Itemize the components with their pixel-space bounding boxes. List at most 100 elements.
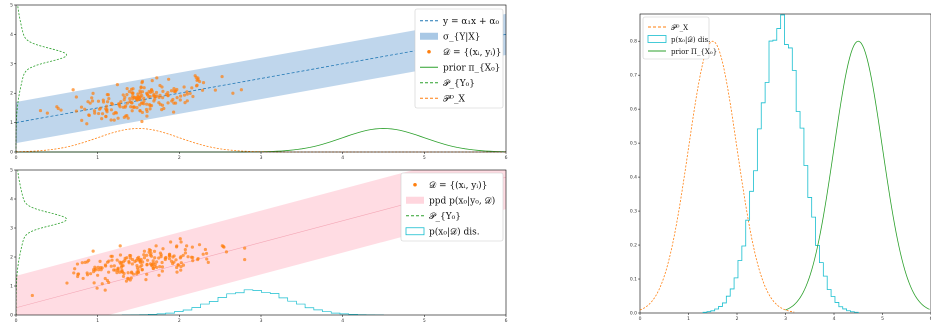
x-tick-label: 0 bbox=[15, 318, 18, 324]
data-point bbox=[175, 270, 179, 274]
y-tick-label: 1 bbox=[10, 120, 13, 126]
data-point bbox=[115, 258, 119, 262]
data-point bbox=[120, 269, 124, 274]
data-point bbox=[239, 88, 243, 92]
data-point bbox=[122, 271, 126, 276]
data-point bbox=[243, 246, 247, 250]
data-point bbox=[121, 264, 125, 268]
data-point bbox=[116, 116, 120, 120]
data-point bbox=[220, 74, 224, 79]
data-point bbox=[88, 272, 93, 276]
data-point bbox=[118, 105, 122, 109]
data-point bbox=[56, 106, 60, 111]
data-point bbox=[175, 87, 179, 92]
data-point bbox=[129, 87, 134, 91]
data-point bbox=[75, 262, 80, 266]
data-point bbox=[147, 103, 152, 107]
data-point bbox=[138, 259, 142, 263]
legend-label: 𝒫ᴰ_X bbox=[443, 94, 466, 104]
data-point bbox=[174, 258, 178, 262]
legend-swatch bbox=[647, 35, 667, 43]
data-point bbox=[147, 89, 151, 94]
x-tick-label: 3 bbox=[260, 318, 263, 324]
data-point bbox=[105, 110, 109, 114]
data-point bbox=[190, 245, 194, 249]
data-point bbox=[107, 270, 111, 274]
legend-label: σ_{Y|X} bbox=[443, 32, 480, 42]
data-point bbox=[205, 257, 209, 261]
data-point bbox=[103, 276, 107, 281]
x-tick-label: 1 bbox=[96, 318, 99, 324]
data-point bbox=[138, 91, 142, 95]
data-point bbox=[140, 263, 144, 267]
data-point bbox=[128, 256, 133, 260]
data-point bbox=[155, 260, 159, 264]
data-point bbox=[128, 97, 132, 101]
data-point bbox=[125, 92, 129, 97]
y-tick-label: 0.1 bbox=[630, 277, 637, 283]
data-point bbox=[172, 110, 176, 114]
data-point bbox=[151, 266, 155, 271]
data-point bbox=[146, 93, 150, 97]
data-point bbox=[123, 258, 127, 263]
data-point bbox=[123, 95, 127, 99]
data-point bbox=[203, 247, 207, 252]
data-point bbox=[169, 240, 173, 244]
data-point bbox=[186, 255, 190, 259]
data-point bbox=[100, 282, 104, 286]
data-point bbox=[96, 265, 100, 269]
legend-swatch bbox=[413, 182, 417, 187]
data-point bbox=[167, 77, 171, 81]
data-point bbox=[130, 101, 134, 105]
y-tick-label: 5 bbox=[10, 3, 13, 9]
data-point bbox=[142, 86, 146, 90]
y-tick-label: 0.3 bbox=[630, 209, 637, 215]
data-point bbox=[142, 96, 146, 100]
y-tick-label: 1 bbox=[10, 284, 13, 290]
data-point bbox=[182, 85, 186, 89]
data-point bbox=[107, 259, 111, 263]
data-point bbox=[145, 253, 149, 257]
data-point bbox=[181, 253, 185, 257]
data-point bbox=[176, 263, 180, 267]
x-tick-label: 6 bbox=[930, 316, 931, 322]
data-point bbox=[110, 258, 114, 262]
x-tick-label: 6 bbox=[505, 318, 508, 324]
x-tick-label: 1 bbox=[96, 155, 99, 161]
data-point bbox=[73, 267, 77, 271]
legend-label: p(x₀|𝒟) dis. bbox=[429, 226, 480, 237]
data-point bbox=[100, 117, 104, 121]
data-point bbox=[119, 100, 123, 104]
data-point bbox=[125, 87, 129, 91]
data-point bbox=[132, 105, 136, 109]
y-tick-label: 2 bbox=[10, 255, 13, 261]
data-point bbox=[160, 269, 164, 273]
data-point bbox=[171, 255, 175, 259]
data-point bbox=[71, 88, 75, 92]
data-point bbox=[183, 251, 188, 255]
x-tick-label: 4 bbox=[341, 155, 344, 161]
data-point bbox=[151, 261, 156, 265]
data-point bbox=[183, 248, 187, 252]
data-point bbox=[97, 111, 101, 116]
data-point bbox=[126, 116, 130, 120]
chart-top-left: 0 1 2 3 4 5 6 0 1 2 3 4 5 y = α₁x + α₀ σ_{Y|X} 𝒟 = {(xᵢ… bbox=[10, 3, 507, 162]
y-tick-label: 0.7 bbox=[630, 73, 637, 79]
data-point bbox=[191, 259, 195, 263]
data-point bbox=[109, 108, 114, 112]
data-point bbox=[179, 265, 183, 269]
data-point bbox=[91, 249, 95, 253]
data-point bbox=[179, 94, 183, 98]
data-point bbox=[157, 256, 161, 260]
data-point bbox=[95, 286, 99, 290]
data-point bbox=[122, 98, 126, 102]
data-point bbox=[137, 97, 141, 101]
x-tick-label: 0 bbox=[15, 155, 18, 161]
data-point bbox=[136, 270, 140, 275]
data-point bbox=[131, 272, 136, 276]
data-point bbox=[173, 101, 178, 105]
data-point bbox=[173, 90, 177, 94]
data-point bbox=[166, 91, 170, 95]
x-tick-label: 2 bbox=[736, 316, 739, 322]
